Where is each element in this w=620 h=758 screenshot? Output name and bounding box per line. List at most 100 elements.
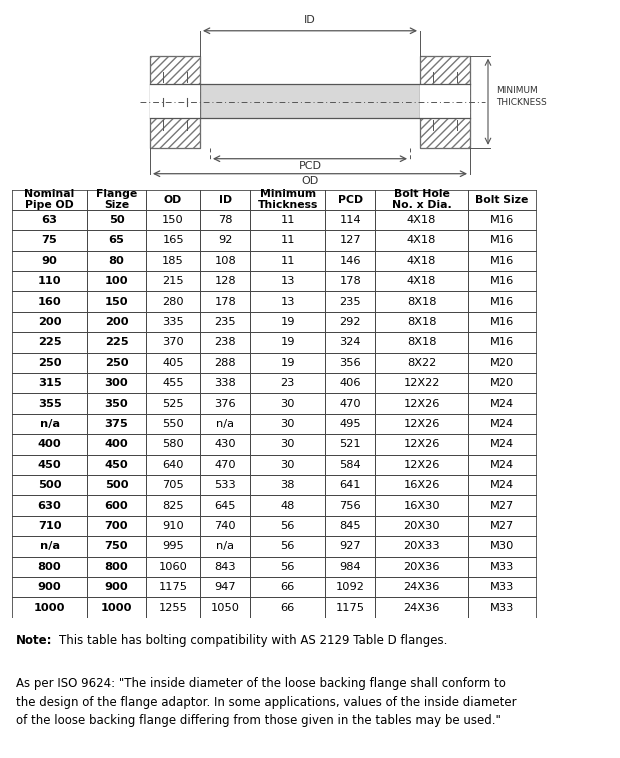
- Bar: [200, 190, 250, 210]
- Text: 250: 250: [105, 358, 128, 368]
- Text: 8X18: 8X18: [407, 296, 436, 307]
- Text: 19: 19: [280, 317, 295, 327]
- Text: 65: 65: [108, 236, 125, 246]
- Bar: [200, 332, 250, 352]
- Bar: [12, 577, 87, 597]
- Bar: [250, 373, 325, 393]
- Text: 78: 78: [218, 215, 232, 225]
- Bar: [146, 332, 200, 352]
- Bar: [200, 292, 250, 312]
- Bar: [87, 536, 146, 556]
- Text: 800: 800: [38, 562, 61, 572]
- Bar: [376, 373, 467, 393]
- Text: 235: 235: [215, 317, 236, 327]
- Bar: [200, 230, 250, 251]
- Bar: [146, 536, 200, 556]
- Bar: [146, 455, 200, 475]
- Text: 92: 92: [218, 236, 232, 246]
- Text: 500: 500: [105, 481, 128, 490]
- Text: n/a: n/a: [216, 541, 234, 551]
- Text: M24: M24: [490, 440, 514, 449]
- Text: M24: M24: [490, 399, 514, 409]
- Text: Bolt Hole
No. x Dia.: Bolt Hole No. x Dia.: [392, 189, 451, 211]
- Text: 238: 238: [215, 337, 236, 347]
- Bar: [467, 352, 536, 373]
- Bar: [146, 210, 200, 230]
- Bar: [325, 577, 376, 597]
- Text: 225: 225: [105, 337, 128, 347]
- Bar: [200, 556, 250, 577]
- Bar: [325, 414, 376, 434]
- Bar: [376, 210, 467, 230]
- Bar: [12, 271, 87, 292]
- Text: 400: 400: [105, 440, 128, 449]
- Text: 406: 406: [339, 378, 361, 388]
- Text: 24X36: 24X36: [404, 582, 440, 592]
- Text: 12X26: 12X26: [404, 460, 440, 470]
- Bar: [12, 496, 87, 515]
- Bar: [146, 414, 200, 434]
- Bar: [467, 393, 536, 414]
- Bar: [146, 475, 200, 496]
- Text: 90: 90: [42, 256, 58, 266]
- Text: 984: 984: [339, 562, 361, 572]
- Text: 280: 280: [162, 296, 184, 307]
- Text: 1175: 1175: [159, 582, 188, 592]
- Bar: [325, 434, 376, 455]
- Bar: [467, 434, 536, 455]
- Bar: [250, 496, 325, 515]
- Bar: [467, 312, 536, 332]
- Text: 927: 927: [339, 541, 361, 551]
- Bar: [376, 455, 467, 475]
- Text: 150: 150: [162, 215, 184, 225]
- Bar: [146, 393, 200, 414]
- Text: As per ISO 9624: "The inside diameter of the loose backing flange shall conform : As per ISO 9624: "The inside diameter of…: [16, 677, 516, 727]
- Text: 4X18: 4X18: [407, 256, 436, 266]
- Bar: [200, 434, 250, 455]
- Bar: [200, 83, 420, 117]
- Text: OD: OD: [301, 176, 319, 186]
- Bar: [376, 292, 467, 312]
- Text: 550: 550: [162, 419, 184, 429]
- Text: 56: 56: [280, 562, 295, 572]
- Text: 292: 292: [339, 317, 361, 327]
- Text: 11: 11: [280, 236, 295, 246]
- Text: 38: 38: [280, 481, 295, 490]
- Bar: [376, 251, 467, 271]
- Text: 215: 215: [162, 276, 184, 287]
- Text: 350: 350: [105, 399, 128, 409]
- Bar: [146, 496, 200, 515]
- Text: 324: 324: [339, 337, 361, 347]
- Bar: [325, 190, 376, 210]
- Bar: [87, 556, 146, 577]
- Text: This table has bolting compatibility with AS 2129 Table D flanges.: This table has bolting compatibility wit…: [58, 634, 447, 647]
- Text: 108: 108: [215, 256, 236, 266]
- Text: 370: 370: [162, 337, 184, 347]
- Bar: [467, 230, 536, 251]
- Text: 405: 405: [162, 358, 184, 368]
- Bar: [325, 230, 376, 251]
- Bar: [250, 352, 325, 373]
- Text: 13: 13: [280, 276, 295, 287]
- Bar: [250, 393, 325, 414]
- Text: M16: M16: [490, 296, 514, 307]
- Text: 150: 150: [105, 296, 128, 307]
- Text: M30: M30: [490, 541, 514, 551]
- Bar: [200, 210, 250, 230]
- Text: 900: 900: [105, 582, 128, 592]
- Bar: [467, 292, 536, 312]
- Bar: [87, 393, 146, 414]
- Text: 178: 178: [215, 296, 236, 307]
- Text: 645: 645: [215, 500, 236, 511]
- Text: 128: 128: [215, 276, 236, 287]
- Bar: [250, 292, 325, 312]
- Bar: [87, 251, 146, 271]
- Bar: [87, 475, 146, 496]
- Text: 235: 235: [339, 296, 361, 307]
- Bar: [12, 434, 87, 455]
- Text: 200: 200: [38, 317, 61, 327]
- Text: n/a: n/a: [40, 419, 60, 429]
- Bar: [12, 515, 87, 536]
- Text: 30: 30: [280, 419, 295, 429]
- Text: OD: OD: [164, 195, 182, 205]
